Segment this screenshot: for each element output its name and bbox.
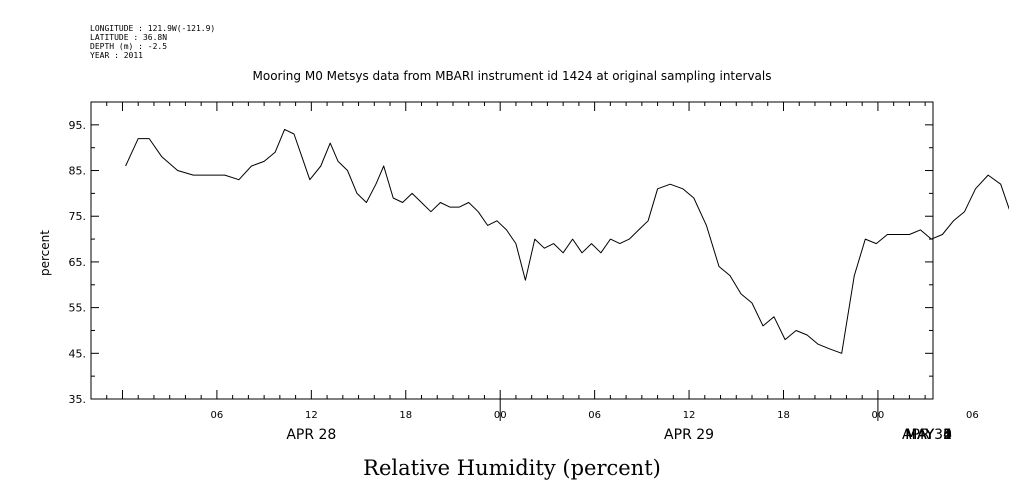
x-hour-label: 00 <box>872 410 885 421</box>
y-tick-label: 55. <box>69 302 87 315</box>
x-hour-label: 18 <box>399 410 412 421</box>
x-axis-label: Relative Humidity (percent) <box>363 456 661 480</box>
series-line <box>125 128 1009 354</box>
x-hour-label: 06 <box>588 410 601 421</box>
x-hour-label: 18 <box>777 410 790 421</box>
y-tick-label: 95. <box>69 119 87 132</box>
x-hour-label: 06 <box>966 410 979 421</box>
x-day-label: MAY 5 <box>905 427 952 443</box>
x-hour-label: 12 <box>305 410 318 421</box>
meta-longitude: LONGITUDE : 121.9W(-121.9) <box>90 24 215 33</box>
y-axis-label: percent <box>38 230 52 276</box>
axes: 35.45.55.65.75.85.95.0612180006121800061… <box>69 101 979 443</box>
y-tick-label: 65. <box>69 256 87 269</box>
x-day-label: MAY 2 <box>905 427 952 443</box>
y-tick-label: 75. <box>69 210 87 223</box>
series-layer <box>125 128 1009 354</box>
y-tick-label: 45. <box>69 347 87 360</box>
x-day-label: APR 30 <box>902 427 952 443</box>
meta-year: YEAR : 2011 <box>90 51 143 60</box>
x-day-label: MAY 3 <box>905 427 952 443</box>
x-day-label: APR 28 <box>286 427 336 443</box>
x-hour-label: 06 <box>211 410 224 421</box>
y-tick-label: 85. <box>69 165 87 178</box>
x-day-label: MAY 4 <box>905 427 952 443</box>
meta-depth: DEPTH (m) : -2.5 <box>90 42 167 51</box>
y-tick-label: 35. <box>69 393 87 406</box>
x-day-label: MAY 1 <box>905 427 952 443</box>
x-hour-label: 12 <box>683 410 696 421</box>
chart-title: Mooring M0 Metsys data from MBARI instru… <box>253 69 772 83</box>
meta-latitude: LATITUDE : 36.8N <box>90 33 167 42</box>
plot-frame <box>90 101 934 400</box>
x-day-label: APR 29 <box>664 427 714 443</box>
meta-block: LONGITUDE : 121.9W(-121.9) LATITUDE : 36… <box>90 24 215 60</box>
x-hour-label: 00 <box>494 410 507 421</box>
